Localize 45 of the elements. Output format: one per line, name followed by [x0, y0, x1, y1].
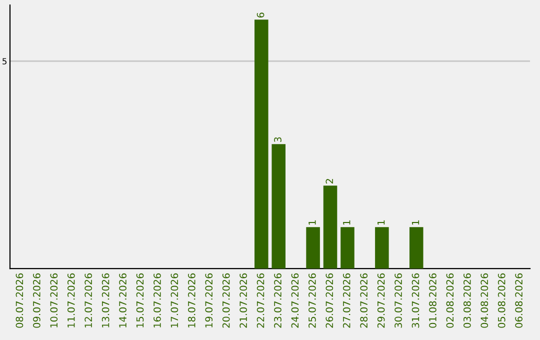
- x-tick-label: 08.07.2026: [16, 273, 24, 328]
- bar: [323, 186, 338, 269]
- x-tick-label: 15.07.2026: [136, 273, 144, 328]
- x-tick-label: 12.07.2026: [84, 273, 92, 328]
- x-tick-label: 21.07.2026: [240, 273, 247, 328]
- x-tick-label: 22.07.2026: [256, 273, 264, 328]
- x-tick-label: 01.08.2026: [429, 273, 436, 328]
- data-label: 1: [412, 220, 420, 225]
- data-label: 1: [308, 220, 316, 225]
- x-tick-label: 19.07.2026: [205, 273, 213, 328]
- x-tick-label: 30.07.2026: [394, 273, 402, 328]
- data-label: 6: [256, 12, 264, 18]
- y-tick-label: 5: [2, 58, 6, 64]
- x-tick-label: 23.07.2026: [274, 273, 282, 328]
- bar: [306, 227, 320, 269]
- x-tick-label: 09.07.2026: [33, 273, 40, 328]
- data-label: 1: [343, 220, 350, 225]
- x-tick-label: 17.07.2026: [170, 273, 178, 328]
- x-tick-label: 20.07.2026: [222, 273, 230, 328]
- bar: [340, 227, 354, 269]
- bar: [409, 227, 424, 269]
- data-label: 3: [274, 137, 282, 142]
- x-tick-label: 02.08.2026: [446, 273, 454, 328]
- x-tick-label: 10.07.2026: [50, 273, 58, 328]
- bar: [254, 20, 268, 269]
- x-tick-label: 29.07.2026: [377, 273, 385, 328]
- x-tick-label: 28.07.2026: [360, 273, 368, 328]
- bar: [272, 144, 286, 269]
- x-tick-label: 14.07.2026: [119, 273, 126, 328]
- x-tick-label: 03.08.2026: [463, 273, 471, 328]
- x-tick-label: 31.07.2026: [412, 273, 420, 328]
- x-tick-label: 16.07.2026: [154, 273, 161, 328]
- x-tick-label: 24.07.2026: [291, 273, 299, 328]
- x-tick-label: 27.07.2026: [342, 273, 350, 328]
- x-tick-label: 11.07.2026: [67, 273, 75, 328]
- bar: [375, 227, 389, 269]
- data-label: 1: [378, 220, 385, 225]
- x-tick-label: 04.08.2026: [480, 273, 488, 328]
- x-tick-label: 13.07.2026: [102, 273, 110, 328]
- x-tick-label: 18.07.2026: [188, 273, 196, 328]
- data-label: 2: [326, 179, 333, 184]
- x-tick-label: 25.07.2026: [308, 273, 316, 328]
- x-tick-label: 06.08.2026: [515, 273, 522, 328]
- x-tick-label: 05.08.2026: [498, 273, 506, 328]
- x-tick-label: 26.07.2026: [326, 273, 334, 328]
